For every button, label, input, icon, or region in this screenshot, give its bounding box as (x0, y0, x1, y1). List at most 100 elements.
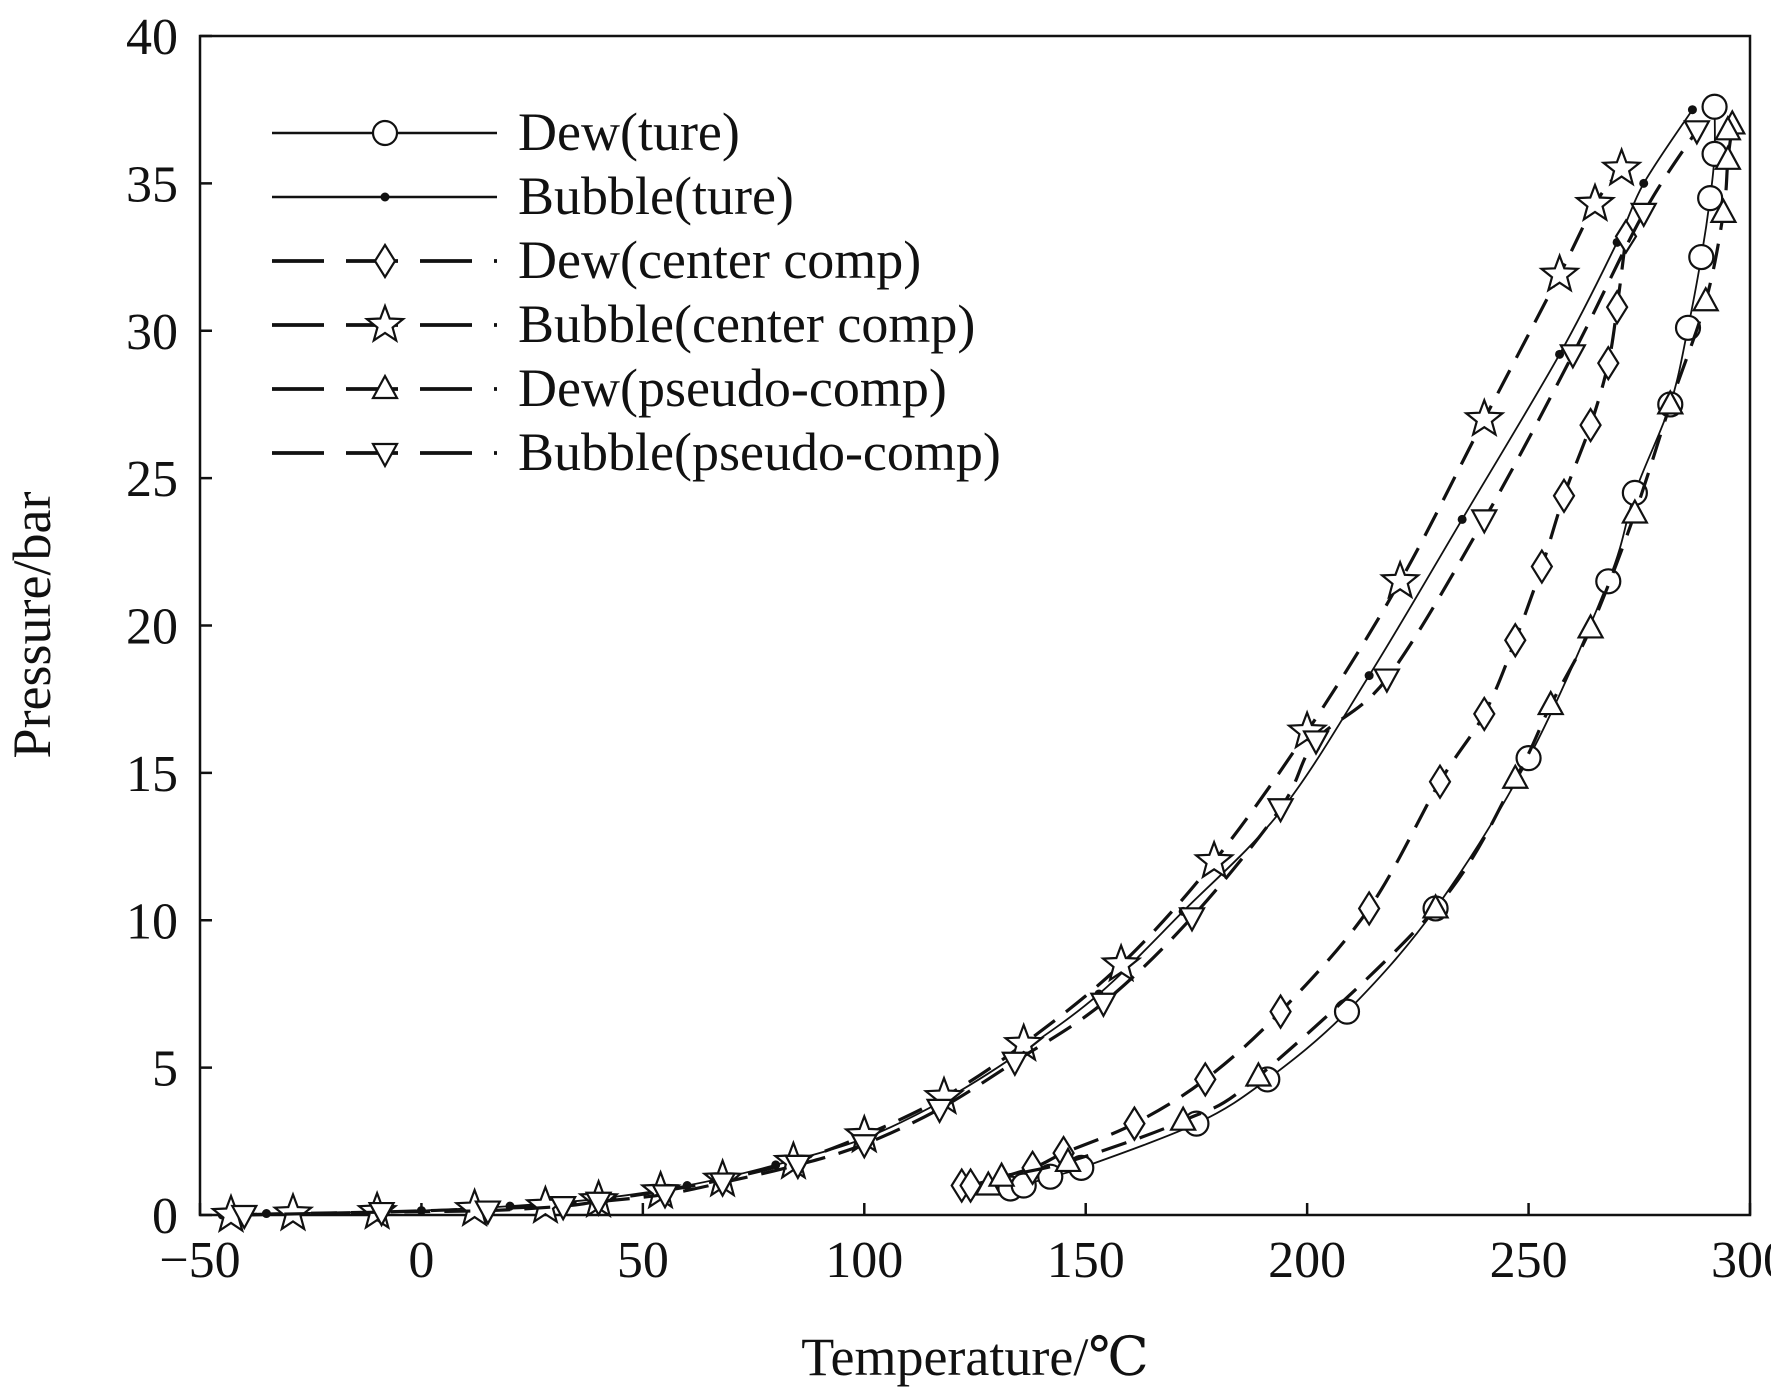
data-point (651, 1184, 679, 1210)
legend-entry-dew-ture: Dew(ture) (272, 102, 740, 162)
data-point (1701, 93, 1728, 120)
data-point (1688, 243, 1715, 271)
data-point (584, 1191, 613, 1218)
data-point (1089, 992, 1118, 1019)
x-tick-label: 200 (1268, 1232, 1346, 1289)
data-point (1286, 709, 1329, 750)
data-point (1530, 548, 1554, 585)
legend-entry-bubble-ture: Bubble(ture) (272, 166, 794, 226)
data-point (1714, 115, 1742, 141)
legend-marker (371, 119, 399, 147)
data-point (1503, 622, 1527, 659)
data-point (1656, 389, 1685, 415)
data-point (1054, 1146, 1082, 1173)
series-dew-ture (997, 93, 1728, 1202)
legend-entry-bubble-center-comp: Bubble(center comp) (272, 294, 975, 354)
data-point (1302, 730, 1330, 756)
data-point (1269, 993, 1292, 1030)
data-point (1629, 202, 1658, 229)
series-layer (209, 93, 1747, 1233)
data-point (1472, 695, 1496, 733)
legend-entry-bubble-pseudo-comp: Bubble(pseudo-comp) (272, 422, 1001, 482)
data-point (1600, 146, 1643, 187)
data-point (1501, 763, 1530, 789)
data-point (1021, 1149, 1044, 1186)
legend-label: Bubble(ture) (518, 166, 794, 226)
data-point (1373, 668, 1401, 694)
data-point (1691, 285, 1720, 312)
data-point (1683, 120, 1711, 146)
y-tick-label: 0 (152, 1188, 178, 1245)
data-point (1463, 397, 1506, 438)
data-point (1605, 289, 1629, 326)
data-point (1169, 1105, 1197, 1131)
legend-marker (371, 442, 399, 469)
legend-label: Bubble(center comp) (518, 294, 975, 354)
data-point (474, 1200, 502, 1226)
series-bubble-pseudo-comp (230, 120, 1711, 1231)
data-point (549, 1196, 577, 1222)
x-tick-label: 100 (825, 1232, 903, 1289)
data-point (850, 1134, 879, 1160)
y-axis-title: Pressure/bar (2, 492, 62, 759)
x-axis-title: Temperature/℃ (801, 1327, 1148, 1387)
plot-frame (198, 34, 1752, 1217)
data-point (1001, 1051, 1029, 1078)
data-point (230, 1204, 259, 1231)
series-dew-pseudo-comp (974, 109, 1747, 1196)
data-point (959, 1167, 982, 1204)
data-point (1244, 1061, 1273, 1087)
y-tick-label: 30 (126, 304, 178, 361)
data-point (1266, 798, 1295, 824)
axis-layer: −500501001502002503000510152025303540 (126, 9, 1771, 1289)
y-tick-label: 5 (152, 1041, 178, 1098)
data-point (771, 1160, 781, 1170)
legend-entry-dew-pseudo-comp: Dew(pseudo-comp) (272, 358, 947, 418)
data-point (1559, 344, 1587, 370)
data-point (1552, 477, 1576, 514)
data-point (1515, 745, 1542, 772)
legend-label: Dew(pseudo-comp) (518, 358, 947, 418)
data-point (708, 1172, 737, 1198)
data-point (1595, 568, 1622, 595)
data-point (1428, 763, 1452, 800)
data-point (1687, 105, 1697, 115)
data-point (987, 1161, 1016, 1187)
y-tick-label: 40 (126, 9, 178, 66)
data-point (1193, 1061, 1217, 1098)
data-point (1709, 197, 1738, 223)
data-point (367, 1201, 396, 1228)
data-point (1123, 1105, 1146, 1142)
data-point (1421, 893, 1450, 919)
legend-label: Dew(center comp) (518, 230, 921, 290)
data-point (1357, 890, 1381, 927)
y-tick-label: 20 (126, 599, 178, 656)
data-point (1596, 345, 1620, 382)
series-dew-center-comp (950, 218, 1638, 1204)
x-tick-label: 150 (1047, 1232, 1125, 1289)
data-point (1100, 942, 1143, 983)
legend-entry-dew-center-comp: Dew(center comp) (272, 230, 921, 290)
legend-marker (380, 192, 390, 202)
data-point (1178, 907, 1206, 933)
y-tick-label: 25 (126, 451, 178, 508)
data-point (1573, 181, 1617, 222)
y-tick-label: 10 (126, 893, 178, 950)
data-point (1536, 689, 1565, 716)
x-tick-label: −50 (159, 1232, 240, 1289)
series-line (1010, 106, 1716, 1190)
series-line (987, 121, 1734, 1187)
data-point (1621, 498, 1649, 524)
legend-marker (371, 373, 399, 400)
data-point (1639, 178, 1649, 188)
y-tick-label: 15 (126, 746, 178, 803)
data-point (1714, 144, 1742, 170)
x-tick-label: 300 (1711, 1232, 1771, 1289)
data-point (1576, 613, 1605, 639)
y-tick-label: 35 (126, 156, 178, 213)
series-line (222, 109, 1694, 1216)
data-point (1697, 185, 1724, 212)
data-point (1457, 514, 1467, 524)
x-tick-label: 0 (408, 1232, 434, 1289)
